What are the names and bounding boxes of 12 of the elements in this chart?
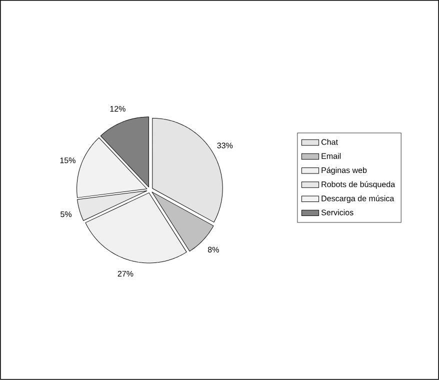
legend-label: Descarga de música — [322, 195, 394, 203]
data-label: 33% — [217, 142, 233, 148]
legend-label: Chat — [321, 139, 338, 145]
data-label: 12% — [110, 106, 126, 112]
data-label: 15% — [60, 158, 76, 164]
data-label: 5% — [60, 212, 72, 218]
legend-label: Servicios — [321, 210, 354, 216]
data-label: 8% — [208, 246, 219, 253]
data-label: 27% — [118, 270, 134, 277]
legend-label: Páginas web — [322, 167, 367, 175]
legend-label: Robots de búsqueda — [322, 181, 396, 189]
legend-label: Email — [322, 153, 341, 159]
